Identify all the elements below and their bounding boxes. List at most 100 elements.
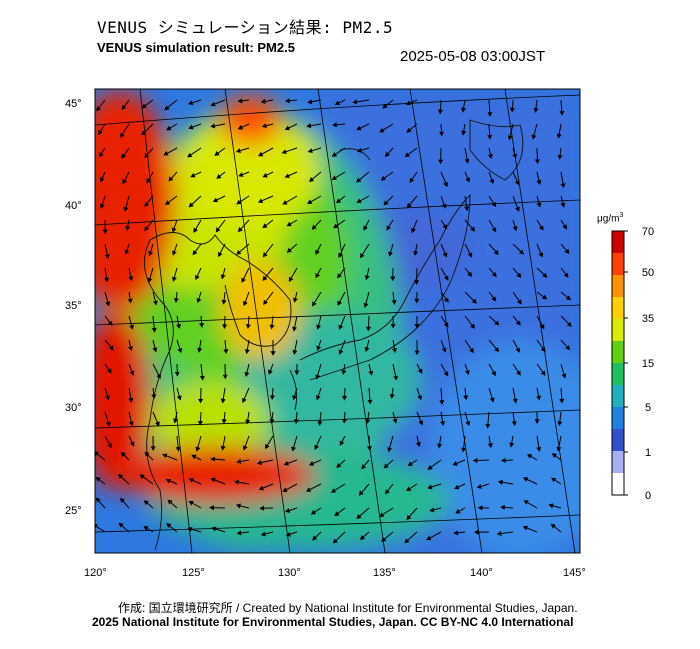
wind-arrow-head xyxy=(188,202,194,208)
wind-arrow-head xyxy=(120,451,126,457)
wind-arrow-head xyxy=(491,296,497,302)
wind-arrow-head xyxy=(308,177,315,182)
wind-arrow-head xyxy=(107,442,112,449)
colorbar-unit-superscript: 3 xyxy=(619,212,624,219)
wind-arrow-head xyxy=(128,276,134,282)
wind-arrow-head xyxy=(236,249,242,255)
wind-arrow-head xyxy=(150,446,156,451)
wind-arrow-head xyxy=(540,346,546,353)
wind-arrow-head xyxy=(514,180,520,186)
wind-arrow-head xyxy=(144,451,150,457)
wind-arrow-head xyxy=(533,108,539,113)
wind-arrow-head xyxy=(550,523,556,529)
wind-arrow-head xyxy=(356,513,362,519)
wind-arrow-head xyxy=(406,202,412,208)
wind-arrow-head xyxy=(542,272,548,278)
wind-arrow-head xyxy=(437,109,443,115)
wind-arrow-head xyxy=(336,463,342,469)
wind-vectors xyxy=(95,98,572,544)
wind-arrow-head xyxy=(361,464,367,470)
wind-arrow-head xyxy=(106,368,112,374)
wind-arrow-head xyxy=(191,454,197,460)
wind-arrow-head xyxy=(493,249,499,255)
wind-arrow-head xyxy=(463,395,469,401)
wind-arrow-head xyxy=(556,133,562,139)
wind-arrow-head xyxy=(121,104,127,111)
wind-arrow-head xyxy=(512,398,518,404)
wind-arrow-head xyxy=(245,419,251,425)
wind-arrow-head xyxy=(467,271,473,277)
wind-arrow-head xyxy=(509,107,515,113)
wind-arrow-head xyxy=(455,508,461,514)
wind-arrow-head xyxy=(352,99,358,105)
wind-arrow-head xyxy=(316,324,322,330)
colorbar-segment xyxy=(612,451,624,474)
wind-arrow-head xyxy=(210,101,216,107)
wind-arrow-head xyxy=(307,199,313,204)
colorbar-segment xyxy=(612,341,624,364)
wind-arrow-head xyxy=(417,395,423,401)
wind-arrow-head xyxy=(166,523,172,528)
wind-arrow-head xyxy=(523,500,529,505)
wind-arrow-head xyxy=(489,178,495,185)
wind-arrow-head xyxy=(429,507,435,513)
wind-arrow-head xyxy=(176,395,182,401)
colorbar-segment xyxy=(612,231,624,254)
wind-arrow-head xyxy=(105,421,111,427)
wind-arrow-head xyxy=(562,224,567,230)
wind-arrow-head xyxy=(338,324,344,330)
wind-arrow-head xyxy=(566,321,572,327)
wind-arrow-head xyxy=(487,112,493,117)
wind-arrow-head xyxy=(291,446,297,452)
wind-arrow-head xyxy=(237,124,244,130)
wind-arrow-head xyxy=(156,373,161,380)
wind-arrow-head xyxy=(282,200,288,205)
wind-arrow-head xyxy=(173,418,179,424)
colorbar: 70 50 35 15 5 1 0 xyxy=(611,226,654,502)
wind-arrow-head xyxy=(129,370,135,376)
wind-arrow-head xyxy=(560,202,566,208)
wind-arrow-head xyxy=(472,457,478,464)
lon-label-130: 130° xyxy=(278,567,301,579)
wind-arrow-head xyxy=(390,323,396,329)
lon-label-140: 140° xyxy=(470,567,493,579)
colorbar-tick-label: 35 xyxy=(642,313,654,325)
wind-arrow-head xyxy=(564,248,570,255)
wind-arrow-head xyxy=(487,443,493,449)
wind-arrow-head xyxy=(387,447,393,453)
wind-arrow-head xyxy=(292,326,298,332)
wind-arrow-head xyxy=(164,200,171,206)
wind-arrow-head xyxy=(96,106,101,112)
wind-arrow-head xyxy=(235,503,241,509)
wind-arrow-head xyxy=(531,134,537,140)
wind-arrow-head xyxy=(539,324,545,330)
wind-arrow-head xyxy=(464,206,470,212)
wind-arrow-head xyxy=(381,537,387,542)
wind-arrow-head xyxy=(105,301,111,307)
wind-arrow-head xyxy=(285,508,291,513)
wind-arrow-head xyxy=(485,423,491,429)
wind-arrow-head xyxy=(104,254,110,260)
wind-arrow-head xyxy=(385,151,390,157)
wind-arrow-head xyxy=(265,443,270,450)
wind-arrow-head xyxy=(236,530,242,536)
colorbar-tick-label: 0 xyxy=(645,490,651,502)
wind-arrow-head xyxy=(442,252,448,258)
wind-arrow-head xyxy=(441,203,447,209)
wind-arrow-head xyxy=(414,280,420,285)
wind-arrow-head xyxy=(522,477,529,482)
wind-arrow-head xyxy=(491,271,497,278)
colorbar-segment xyxy=(612,319,624,342)
wind-arrow-head xyxy=(404,538,410,544)
wind-arrow-head xyxy=(220,445,226,451)
wind-arrow-head xyxy=(382,103,388,109)
wind-arrow-head xyxy=(509,442,515,448)
wind-arrow-head xyxy=(465,177,470,183)
wind-arrow-head xyxy=(151,394,157,400)
wind-arrow-head xyxy=(515,206,520,212)
wind-arrow-head xyxy=(221,299,227,305)
wind-arrow-head xyxy=(242,300,248,307)
colorbar-segment xyxy=(612,429,624,452)
wind-arrow-head xyxy=(259,505,265,511)
wind-arrow-head xyxy=(286,221,292,227)
